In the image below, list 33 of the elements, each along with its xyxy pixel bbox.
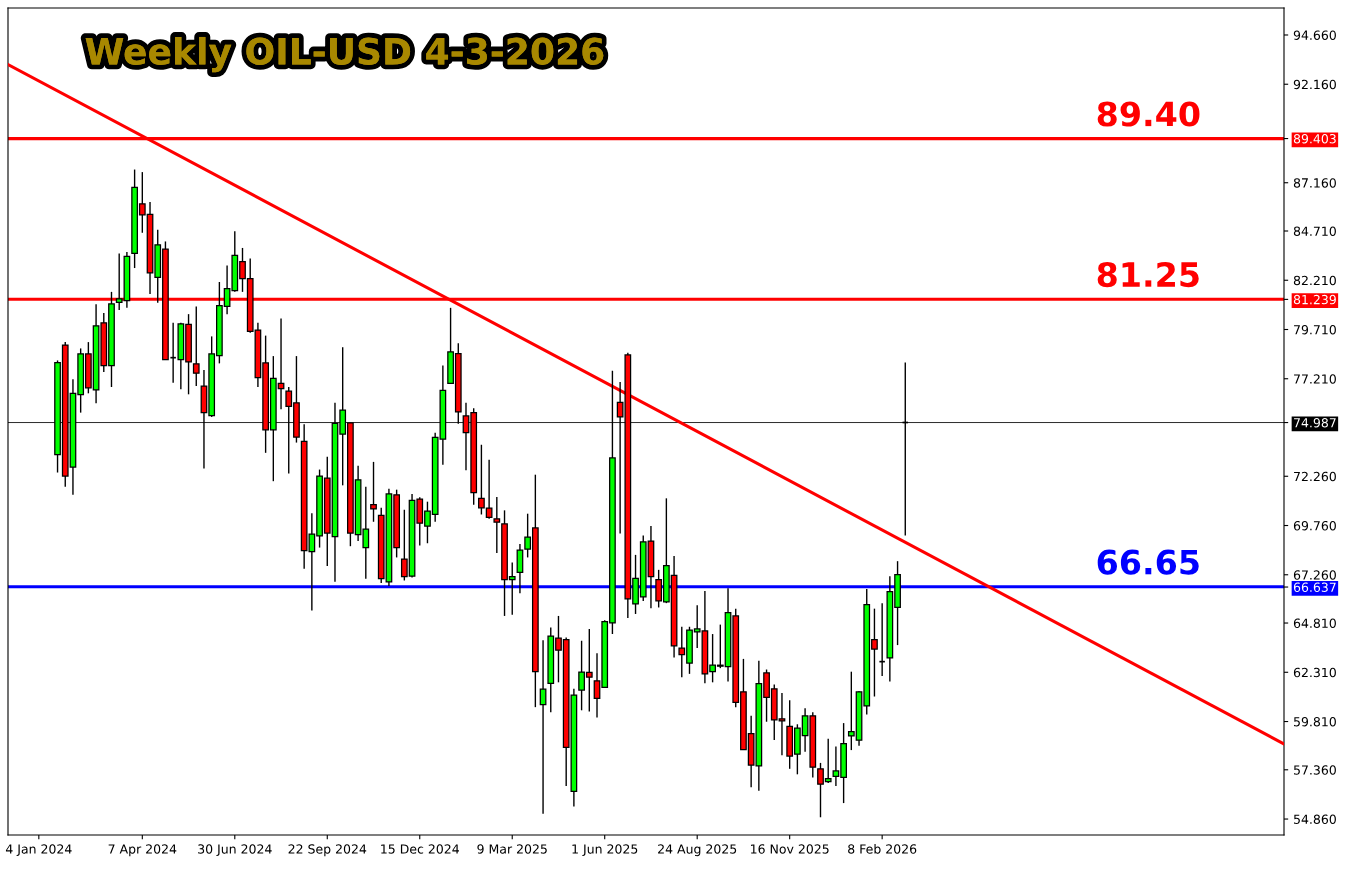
x-tick-label: 1 Jun 2025 bbox=[572, 844, 638, 857]
y-tick-label: 89.403 bbox=[1293, 134, 1336, 144]
y-tick-label: 72.260 bbox=[1294, 471, 1336, 482]
y-tick-label: 54.860 bbox=[1293, 814, 1336, 824]
text: Weekly OIL-USD 4-3-2026 bbox=[85, 36, 604, 73]
y-tick-label: 81.239 bbox=[1293, 294, 1336, 305]
x-tick-label: 30 Jun 2024 bbox=[198, 844, 272, 857]
x-tick-label: 15 Dec 2024 bbox=[381, 844, 459, 854]
y-tick-label: 77.210 bbox=[1294, 374, 1336, 384]
x-tick-label: 22 Sep 2024 bbox=[288, 844, 367, 857]
y-tick-label: 59.810 bbox=[1293, 717, 1336, 727]
y-tick-label: 84.710 bbox=[1293, 226, 1336, 236]
y-tick-label: 79.710 bbox=[1294, 324, 1336, 335]
y-tick-label: 87.160 bbox=[1293, 178, 1336, 188]
ref-line-label: 89.40 bbox=[1097, 101, 1200, 127]
x-tick-label: 9 Mar 2025 bbox=[477, 844, 547, 854]
y-tick-label: 82.210 bbox=[1293, 275, 1336, 286]
y-tick-label: 66.637 bbox=[1293, 582, 1336, 592]
x-tick-label: 4 Jan 2024 bbox=[5, 844, 72, 857]
y-tick-label: 57.360 bbox=[1293, 765, 1336, 775]
ref-line-label: 66.65 bbox=[1097, 549, 1199, 575]
y-tick-label: 64.810 bbox=[1293, 618, 1336, 628]
ref-line-label: 81.25 bbox=[1097, 261, 1199, 288]
y-tick-label: 67.260 bbox=[1293, 570, 1336, 580]
x-tick-label: 8 Feb 2026 bbox=[848, 844, 917, 854]
y-tick-label: 69.760 bbox=[1293, 520, 1336, 531]
x-tick-label: 7 Apr 2024 bbox=[108, 844, 177, 857]
x-tick-label: 24 Aug 2025 bbox=[658, 844, 737, 857]
x-tick-label: 16 Nov 2025 bbox=[751, 844, 829, 854]
y-tick-label: 62.310 bbox=[1293, 667, 1336, 678]
y-tick-label: 94.660 bbox=[1293, 30, 1336, 40]
y-tick-label: 74.987 bbox=[1294, 418, 1336, 428]
y-tick-label: 92.160 bbox=[1293, 79, 1336, 90]
